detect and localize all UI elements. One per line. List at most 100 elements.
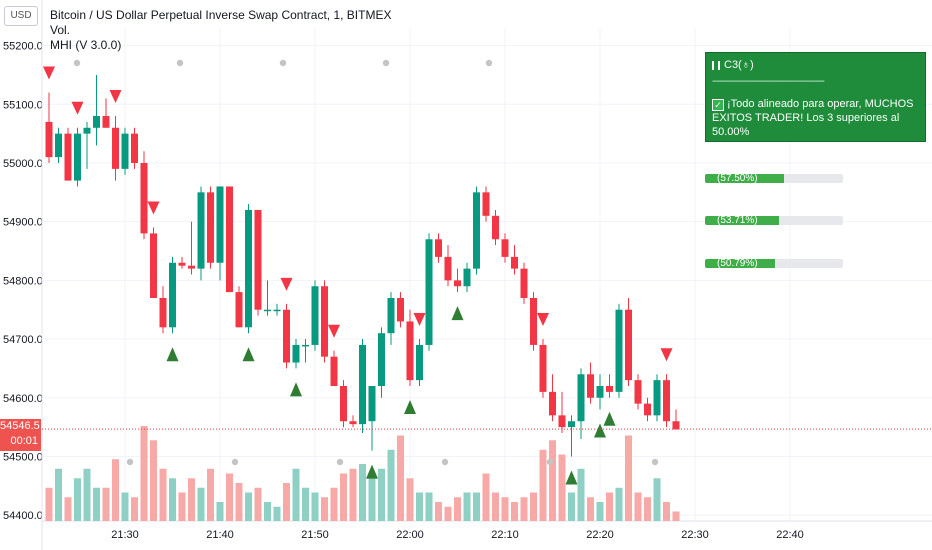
checkmark-icon: ✓: [712, 99, 724, 111]
x-tick-label: 22:10: [491, 529, 519, 541]
signal-info-box: C3(♁) ----------------------------------…: [705, 52, 926, 142]
progress-label-1: (57.50%): [717, 174, 758, 183]
progress-fill-3: [705, 259, 776, 268]
volume-bar: [625, 435, 632, 521]
currency-button[interactable]: USD: [4, 6, 38, 26]
candle-body: [577, 374, 585, 422]
info-label-close: ): [749, 59, 754, 71]
volume-bar: [197, 487, 205, 521]
volume-bar: [444, 506, 452, 521]
volume-bar: [330, 487, 338, 521]
indicator-mhi-label[interactable]: MHI (V 3.0.0): [50, 38, 122, 52]
volume-bar: [387, 449, 395, 521]
volume-bar: [634, 492, 642, 521]
volume-bar: [188, 478, 195, 521]
candle-body: [511, 256, 518, 269]
candle-body: [112, 127, 119, 169]
session-dot: [126, 458, 134, 466]
candle-body: [45, 121, 53, 158]
volume-bar: [169, 478, 176, 521]
candle-body: [672, 421, 680, 430]
candle-body: [568, 421, 575, 428]
candle-body: [387, 297, 395, 334]
bars-icon: [712, 60, 720, 70]
candle-body: [273, 309, 281, 312]
current-price-label: 54546.5: [0, 420, 40, 432]
current-price-tag: 54546.5 00:01: [0, 419, 41, 451]
candle-body: [634, 380, 642, 404]
volume-bar: [378, 468, 385, 521]
volume-bar: [587, 497, 594, 521]
x-tick-label: 22:20: [586, 529, 614, 541]
buy-signal-arrow: [366, 464, 378, 479]
candle-body: [359, 344, 366, 425]
buy-signal-arrow: [242, 347, 255, 362]
buy-signal-arrow: [594, 423, 606, 438]
candle-body: [264, 309, 271, 312]
session-dot: [279, 59, 287, 67]
volume-bar: [74, 478, 81, 521]
volume-bar: [349, 468, 357, 521]
sell-signal-arrow: [147, 201, 160, 215]
volume-bar: [644, 497, 651, 521]
candle-body: [283, 309, 290, 363]
sell-signal-arrow: [71, 101, 84, 115]
candle-body: [349, 421, 357, 425]
y-tick-label: 54600.0: [3, 393, 43, 405]
y-tick-label: 55000.0: [3, 158, 43, 170]
y-tick-label: 54500.0: [3, 451, 43, 463]
volume-bar: [64, 497, 72, 521]
x-tick-label: 22:30: [681, 529, 709, 541]
volume-bar: [511, 502, 518, 521]
volume-bar: [121, 492, 129, 521]
volume-bar: [245, 492, 252, 521]
candle-body: [425, 239, 433, 345]
volume-bar: [501, 497, 509, 521]
globe-icon: ♁: [741, 59, 750, 71]
volume-bar: [425, 492, 433, 521]
y-tick-label: 54700.0: [3, 334, 43, 346]
candle-body: [378, 333, 385, 387]
volume-bar: [454, 497, 461, 521]
progress-label-3: (50.79%): [717, 259, 758, 268]
volume-bar: [482, 473, 490, 521]
volume-bar: [473, 492, 480, 521]
volume-bar: [216, 502, 224, 521]
volume-bar: [140, 426, 148, 521]
volume-bar: [558, 454, 566, 521]
sell-signal-arrow: [280, 277, 293, 291]
y-tick-label: 54400.0: [3, 510, 43, 522]
volume-bar: [653, 478, 661, 521]
candle-body: [207, 192, 214, 263]
candle-body: [292, 344, 300, 363]
candle-body: [121, 133, 129, 169]
session-dot: [176, 59, 184, 67]
progress-fill-2: [705, 216, 780, 225]
candle-body: [226, 186, 233, 293]
candle-body: [587, 374, 594, 398]
candle-body: [492, 215, 499, 240]
x-tick-label: 21:30: [111, 529, 139, 541]
volume-bar: [273, 506, 281, 521]
candle-body: [131, 133, 138, 163]
volume-bar: [102, 487, 110, 521]
volume-bar: [539, 449, 547, 521]
y-tick-label: 54900.0: [3, 217, 43, 229]
candle-body: [55, 133, 62, 158]
candle-body: [178, 262, 186, 266]
candle-body: [321, 286, 328, 357]
candle-body: [644, 403, 651, 416]
indicator-vol-label[interactable]: Vol.: [50, 23, 71, 37]
candle-body: [558, 415, 566, 428]
volume-bar: [83, 468, 91, 521]
volume-bar: [207, 468, 214, 521]
candle-body: [368, 386, 376, 422]
chart-title: Bitcoin / US Dollar Perpetual Inverse Sw…: [50, 8, 392, 22]
progress-fill-1: [705, 174, 785, 183]
session-dot: [651, 458, 659, 466]
sell-signal-arrow: [328, 324, 340, 338]
candle-body: [463, 268, 471, 287]
progress-bar-2: (53.71%): [705, 216, 843, 225]
volume-bar: [397, 435, 404, 521]
